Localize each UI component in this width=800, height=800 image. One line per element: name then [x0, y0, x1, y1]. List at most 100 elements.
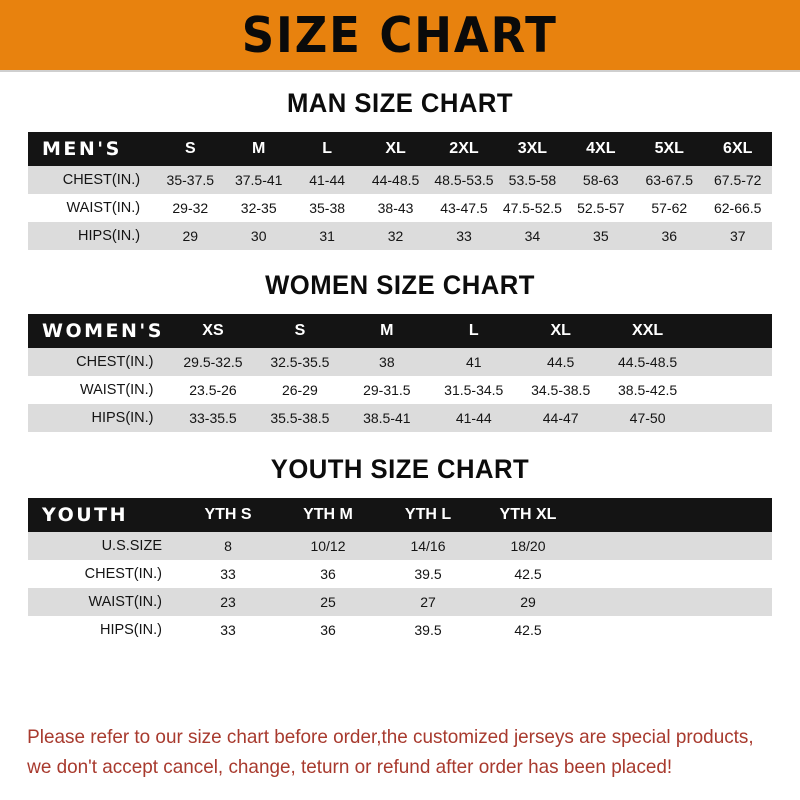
- measurement-cell: 36: [320, 622, 336, 638]
- women-header-label: WOMEN'S: [42, 320, 164, 342]
- measurement-cell: 62-66.5: [713, 200, 762, 216]
- column-header-s: S: [294, 322, 306, 339]
- measurement-cell: 14/16: [410, 538, 446, 554]
- measurement-cell: 33: [220, 622, 236, 638]
- measurement-cell: 44-47: [542, 410, 579, 426]
- table-row: CHEST(IN.) 29.5-32.5 32.5-35.5 38 41 44.5 44.5…: [28, 348, 772, 376]
- measurement-cell: 41-44: [309, 172, 346, 188]
- row-label: WAIST(IN.): [79, 382, 154, 398]
- measurement-cell: 41-44: [455, 410, 492, 426]
- measurement-cell: 29: [182, 228, 199, 244]
- column-header-spacer: [691, 314, 772, 348]
- table-row: CHEST(IN.) 35-37.5 37.5-41 41-44 44-48.5 48.5…: [28, 166, 772, 194]
- measurement-cell: 10/12: [310, 538, 346, 554]
- column-header-yth-m: YTH M: [303, 506, 353, 523]
- measurement-cell: 25: [320, 594, 336, 610]
- women-section-title: WOMEN SIZE CHART: [265, 270, 535, 300]
- row-label: HIPS(IN.): [99, 622, 162, 638]
- women-table-body: CHEST(IN.) 29.5-32.5 32.5-35.5 38 41 44.5 44.5…: [28, 348, 772, 432]
- measurement-cell-spacer: [691, 348, 772, 376]
- man-table-header: MEN'S S M L XL 2XL 3XL 4XL 5XL 6XL: [28, 132, 772, 166]
- table-row: WAIST(IN.) 23.5-26 26-29 29-31.5 31.5-34.5 34…: [28, 376, 772, 404]
- measurement-cell: 36: [661, 228, 678, 244]
- measurement-cell: 34: [524, 228, 541, 244]
- measurement-cell: 44-48.5: [371, 172, 420, 188]
- row-label: HIPS(IN.): [78, 228, 141, 244]
- column-header-l: L: [468, 322, 479, 339]
- measurement-cell: 29.5-32.5: [183, 354, 243, 370]
- row-label: U.S.SIZE: [101, 538, 162, 554]
- measurement-cell: 35-37.5: [166, 172, 215, 188]
- column-header-2xl: 2XL: [449, 140, 479, 157]
- column-header-yth-xl: YTH XL: [499, 506, 557, 523]
- measurement-cell: 8: [224, 538, 232, 554]
- measurement-cell-spacer: [578, 588, 772, 616]
- measurement-cell: 32.5-35.5: [270, 354, 330, 370]
- table-row: WAIST(IN.) 23 25 27 29: [28, 588, 772, 616]
- table-row: CHEST(IN.) 33 36 39.5 42.5: [28, 560, 772, 588]
- youth-table-body: U.S.SIZE 8 10/12 14/16 18/20 CHEST(IN.) 33 36 39…: [28, 532, 772, 644]
- order-policy-note-line1: Please refer to our size chart before or…: [27, 725, 754, 748]
- measurement-cell: 47.5-52.5: [502, 200, 562, 216]
- measurement-cell-spacer: [691, 404, 772, 432]
- measurement-cell: 43-47.5: [440, 200, 488, 216]
- row-label: CHEST(IN.): [62, 172, 141, 188]
- measurement-cell: 31.5-34.5: [444, 382, 504, 398]
- youth-table-wrapper: YOUTH YTH S YTH M YTH L YTH XL U.S.SIZE 8 10/1…: [0, 498, 800, 644]
- table-row: WAIST(IN.) 29-32 32-35 35-38 38-43 43-47.5 47.…: [28, 194, 772, 222]
- youth-header-label: YOUTH: [42, 504, 129, 526]
- measurement-cell: 29-32: [172, 200, 209, 216]
- measurement-cell: 33-35.5: [189, 410, 237, 426]
- women-table-header: WOMEN'S XS S M L XL XXL: [28, 314, 772, 348]
- measurement-cell: 52.5-57: [577, 200, 625, 216]
- measurement-cell-spacer: [691, 376, 772, 404]
- column-header-xs: XS: [202, 322, 224, 339]
- table-header-row: WOMEN'S XS S M L XL XXL: [28, 314, 772, 348]
- man-size-chart-section: MAN SIZE CHART: [0, 72, 800, 132]
- column-header-m: M: [252, 140, 266, 157]
- row-label: HIPS(IN.): [91, 410, 154, 426]
- measurement-cell: 63-67.5: [645, 172, 693, 188]
- measurement-cell: 29-31.5: [363, 382, 411, 398]
- table-row: HIPS(IN.) 33-35.5 35.5-38.5 38.5-41 41-44 44-…: [28, 404, 772, 432]
- column-header-4xl: 4XL: [586, 140, 616, 157]
- measurement-cell: 67.5-72: [713, 172, 762, 188]
- row-label: WAIST(IN.): [66, 200, 141, 216]
- column-header-xl: XL: [385, 140, 406, 157]
- measurement-cell: 29: [520, 594, 536, 610]
- measurement-cell: 41: [465, 354, 482, 370]
- man-table-wrapper: MEN'S S M L XL 2XL 3XL 4XL 5XL 6XL CHEST(IN.) 35-3…: [0, 132, 800, 250]
- measurement-cell: 36: [320, 566, 336, 582]
- column-header-xl: XL: [550, 322, 571, 339]
- youth-section-title: YOUTH SIZE CHART: [270, 454, 530, 484]
- man-size-table: MEN'S S M L XL 2XL 3XL 4XL 5XL 6XL CHEST(IN.) 35-3…: [28, 132, 772, 250]
- measurement-cell: 58-63: [582, 172, 619, 188]
- measurement-cell: 57-62: [651, 200, 688, 216]
- youth-table-header: YOUTH YTH S YTH M YTH L YTH XL: [28, 498, 772, 532]
- measurement-cell: 26-29: [281, 382, 318, 398]
- measurement-cell: 48.5-53.5: [434, 172, 494, 188]
- measurement-cell: 47-50: [629, 410, 666, 426]
- column-header-5xl: 5XL: [654, 140, 684, 157]
- measurement-cell: 37: [729, 228, 746, 244]
- column-header-m: M: [380, 322, 394, 339]
- measurement-cell-spacer: [578, 532, 772, 560]
- man-table-body: CHEST(IN.) 35-37.5 37.5-41 41-44 44-48.5 48.5…: [28, 166, 772, 250]
- column-header-spacer: [578, 498, 772, 532]
- measurement-cell: 30: [250, 228, 267, 244]
- page-title: SIZE CHART: [242, 6, 558, 64]
- youth-size-chart-section: YOUTH SIZE CHART: [0, 432, 800, 498]
- measurement-cell: 23.5-26: [189, 382, 237, 398]
- table-row: HIPS(IN.) 33 36 39.5 42.5: [28, 616, 772, 644]
- women-size-table: WOMEN'S XS S M L XL XXL CHEST(IN.) 29.5-32.5 32.…: [28, 314, 772, 432]
- men-header-label: MEN'S: [42, 138, 122, 160]
- measurement-cell: 44.5-48.5: [618, 354, 678, 370]
- column-header-yth-s: YTH S: [204, 506, 252, 523]
- man-section-title: MAN SIZE CHART: [286, 88, 514, 118]
- measurement-cell: 39.5: [414, 622, 442, 638]
- measurement-cell: 33: [456, 228, 472, 244]
- women-size-chart-section: WOMEN SIZE CHART: [0, 250, 800, 314]
- table-row: U.S.SIZE 8 10/12 14/16 18/20: [28, 532, 772, 560]
- women-table-wrapper: WOMEN'S XS S M L XL XXL CHEST(IN.) 29.5-32.5 32.…: [0, 314, 800, 432]
- measurement-cell: 33: [220, 566, 236, 582]
